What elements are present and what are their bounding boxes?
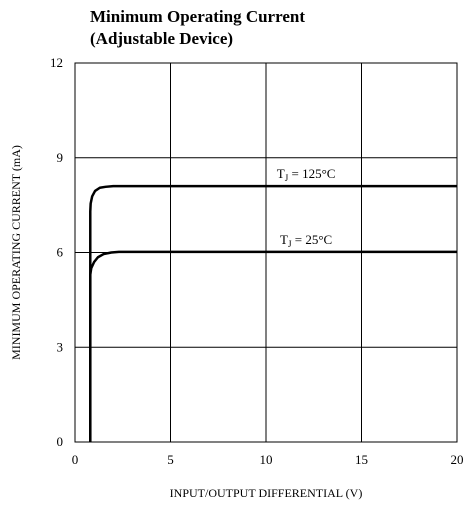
x-tick-label: 5 xyxy=(167,452,174,467)
x-axis-ticks: 0 5 10 15 20 xyxy=(72,452,464,467)
series-label: TJ = 125°C xyxy=(277,166,336,183)
y-tick-label: 6 xyxy=(57,245,64,260)
x-tick-label: 20 xyxy=(451,452,464,467)
series-line xyxy=(89,184,457,442)
chart-title: Minimum Operating Current (Adjustable De… xyxy=(90,6,305,50)
chart-series xyxy=(89,184,457,442)
x-tick-label: 0 xyxy=(72,452,79,467)
series-line xyxy=(89,250,457,442)
y-axis-ticks: 0 3 6 9 12 xyxy=(50,55,64,449)
series-label: TJ = 25°C xyxy=(280,232,332,249)
y-axis-label: MINIMUM OPERATING CURRENT (mA) xyxy=(9,145,23,360)
x-tick-label: 15 xyxy=(355,452,368,467)
chart-title-line2: (Adjustable Device) xyxy=(90,29,234,48)
y-tick-label: 12 xyxy=(50,55,63,70)
chart-title-line1: Minimum Operating Current xyxy=(90,7,306,26)
y-tick-label: 3 xyxy=(57,339,64,354)
x-axis-label: INPUT/OUTPUT DIFFERENTIAL (V) xyxy=(170,486,363,500)
y-tick-label: 0 xyxy=(57,434,64,449)
series-labels: TJ = 125°C TJ = 25°C xyxy=(277,166,336,249)
y-tick-label: 9 xyxy=(57,150,64,165)
x-tick-label: 10 xyxy=(260,452,273,467)
